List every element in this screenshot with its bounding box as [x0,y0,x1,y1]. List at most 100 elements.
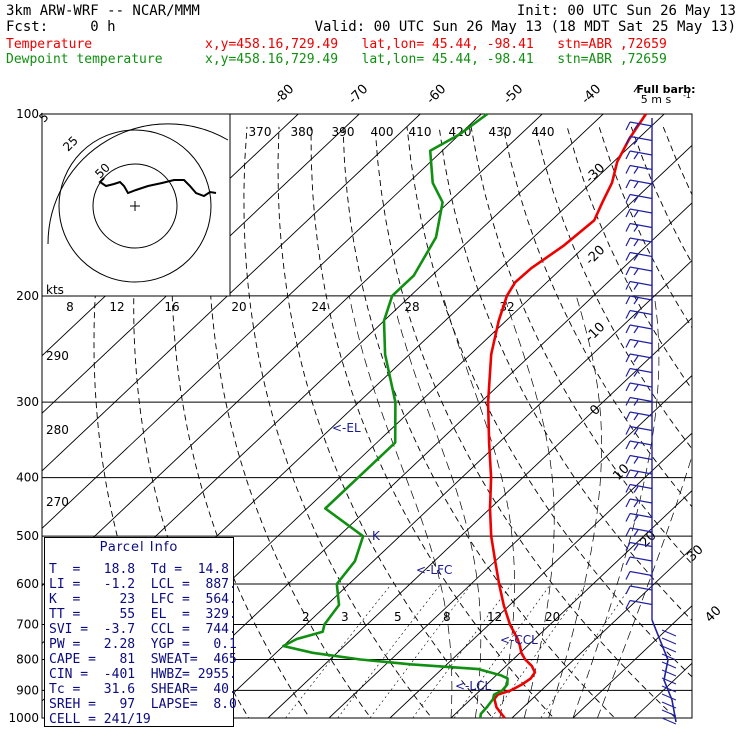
isotherm [511,547,692,718]
wind-barb [625,498,631,508]
wind-barb [633,326,639,334]
wind-barb [625,440,631,450]
pressure-label: 600 [16,577,39,591]
wind-barb [629,353,653,359]
wind-barb [629,396,653,403]
moist-adiabat [391,295,482,718]
theta-label: 280 [46,423,69,437]
wind-barb [633,138,639,145]
moist-adiabat [348,295,453,718]
wind-barb [629,556,653,562]
wind-barb [625,571,631,580]
wind-barb [625,266,631,276]
wind-barb [629,280,653,287]
theta-e-label: 390 [332,125,355,139]
wind-barb [633,152,639,160]
init-time: Init: 00 UTC Sun 26 May 13 [516,3,736,19]
wind-barb [633,254,639,261]
temperature-profile [486,113,647,719]
pressure-label: 500 [16,529,39,543]
wind-barb [633,428,639,435]
parcel-row: CIN = -401 HWBZ= 2955. [49,667,237,682]
wind-barb [633,225,639,232]
isotherm [450,490,692,718]
wind-barb [633,210,639,218]
parcel-info-panel: Parcel Info T = 18.8 Td = 14.8 LI = -1.2… [44,537,237,727]
hodograph-trace [98,177,217,198]
barb-legend-units: 5 m s [641,93,672,106]
level-annotation: <-LFC [416,563,452,577]
wind-barb [625,136,631,145]
wind-barb [629,527,653,533]
wind-barb [625,455,631,464]
parcel-row: SREH = 97 LAPSE= 8.0 [49,697,237,712]
isotherm [328,374,692,718]
wind-barb [625,208,631,218]
isotherm [42,114,360,414]
isotherm-label: -60 [424,82,450,108]
pressure-label: 100 [16,107,39,121]
wind-barb [625,368,631,377]
wind-barb [633,123,639,131]
wind-barb [629,324,653,330]
wind-barb [625,310,631,319]
wind-barb [629,483,653,490]
wind-barb [625,585,631,595]
parcel-row: LI = -1.2 LCL = 887. [49,577,237,592]
moist-adiabat [597,455,692,718]
hodograph-axis-label: 28 [404,300,419,314]
wind-barb [625,150,631,160]
barb-legend-exponent: -1 [683,91,691,100]
dry-adiabat [695,127,740,731]
theta-e-label: 430 [489,125,512,139]
pressure-label: 200 [16,289,39,303]
wind-barb [625,382,631,392]
wind-barb [661,693,677,701]
dry-adiabat [598,126,692,329]
wind-barb [625,426,631,435]
level-annotation: <-CCL [500,633,538,647]
mixing-ratio-label: 12 [487,610,502,624]
wind-barb [633,399,639,406]
dewpoint-info: x,y=458.16,729.49 lat,lon= 45.44, -98.41… [205,52,667,67]
wind-barb [625,556,631,566]
dry-adiabat [208,126,372,718]
wind-barb [633,370,639,377]
pressure-label: 800 [16,652,39,666]
wind-barb [633,442,639,450]
wind-barb [629,237,653,243]
hodograph-axis-label: 20 [231,300,246,314]
wind-barb [625,353,631,363]
wind-barb [633,457,639,464]
isotherm [42,114,543,587]
wind-barb [629,512,653,519]
dry-adiabat [243,126,433,718]
theta-e-label: 400 [371,125,394,139]
parcel-row: T = 18.8 Td = 14.8 [49,562,230,577]
barb-legend-title: Full barb: [636,83,695,96]
wind-barb [661,677,677,685]
wind-barb [633,283,639,290]
wind-barb [629,469,653,475]
wind-barb [661,701,677,709]
wind-barb [629,295,653,301]
wind-barb [629,150,653,156]
pressure-label: 900 [16,683,39,697]
wind-barb [625,411,631,421]
model-title: 3km ARW-WRF -- NCAR/MMM [6,3,200,19]
theta-e-label: 370 [249,125,272,139]
isotherm [267,317,692,718]
isotherm-label: -80 [272,82,298,108]
wind-barb [629,121,653,127]
wind-barb [625,484,631,493]
wind-barb [629,266,653,272]
wind-barb [629,208,653,214]
wind-barb [629,599,653,606]
theta-label: 270 [46,495,69,509]
wind-barb [625,527,631,537]
wind-barb [629,179,653,185]
wind-barb [625,542,631,551]
hodograph-axis-label: 8 [66,300,74,314]
hodograph-axis-label: 24 [311,300,326,314]
